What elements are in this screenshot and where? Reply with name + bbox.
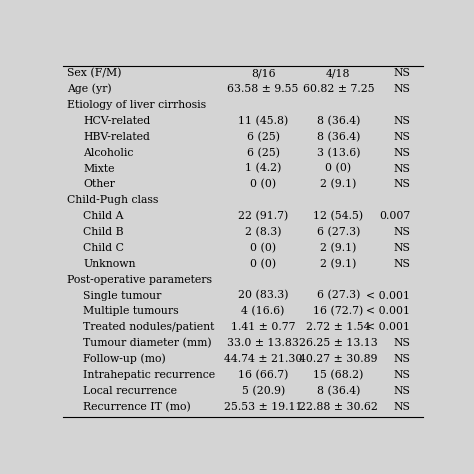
Text: 0.007: 0.007	[379, 211, 410, 221]
Text: Single tumour: Single tumour	[83, 291, 162, 301]
Text: 1.41 ± 0.77: 1.41 ± 0.77	[231, 322, 295, 332]
Text: Etiology of liver cirrhosis: Etiology of liver cirrhosis	[66, 100, 206, 110]
Text: Other: Other	[83, 180, 115, 190]
Text: 4/18: 4/18	[326, 68, 351, 78]
Text: 2 (8.3): 2 (8.3)	[245, 227, 282, 237]
Text: 26.25 ± 13.13: 26.25 ± 13.13	[299, 338, 378, 348]
Text: < 0.001: < 0.001	[366, 307, 410, 317]
Text: NS: NS	[393, 370, 410, 380]
Text: 63.58 ± 9.55: 63.58 ± 9.55	[228, 84, 299, 94]
Text: NS: NS	[393, 116, 410, 126]
Text: NS: NS	[393, 243, 410, 253]
Text: 25.53 ± 19.11: 25.53 ± 19.11	[224, 401, 302, 412]
Text: 6 (25): 6 (25)	[246, 147, 280, 158]
Text: Tumour diameter (mm): Tumour diameter (mm)	[83, 338, 212, 348]
Text: < 0.001: < 0.001	[366, 322, 410, 332]
Text: Follow-up (mo): Follow-up (mo)	[83, 354, 166, 365]
Text: 3 (13.6): 3 (13.6)	[317, 147, 360, 158]
Text: 22 (91.7): 22 (91.7)	[238, 211, 288, 221]
Text: Sex (F/M): Sex (F/M)	[66, 68, 121, 79]
Text: Local recurrence: Local recurrence	[83, 386, 177, 396]
Text: Alcoholic: Alcoholic	[83, 148, 134, 158]
Text: 0 (0): 0 (0)	[250, 259, 276, 269]
Text: HBV-related: HBV-related	[83, 132, 150, 142]
Text: 4 (16.6): 4 (16.6)	[241, 306, 285, 317]
Text: NS: NS	[393, 338, 410, 348]
Text: NS: NS	[393, 259, 410, 269]
Text: 6 (25): 6 (25)	[246, 132, 280, 142]
Text: 8/16: 8/16	[251, 68, 275, 78]
Text: 0 (0): 0 (0)	[250, 179, 276, 190]
Text: 0 (0): 0 (0)	[250, 243, 276, 253]
Text: 40.27 ± 30.89: 40.27 ± 30.89	[299, 354, 378, 364]
Text: NS: NS	[393, 386, 410, 396]
Text: Intrahepatic recurrence: Intrahepatic recurrence	[83, 370, 215, 380]
Text: 12 (54.5): 12 (54.5)	[313, 211, 364, 221]
Text: 22.88 ± 30.62: 22.88 ± 30.62	[299, 401, 378, 412]
Text: Post-operative parameters: Post-operative parameters	[66, 275, 211, 285]
Text: NS: NS	[393, 68, 410, 78]
Text: 2.72 ± 1.54: 2.72 ± 1.54	[306, 322, 371, 332]
Text: Child B: Child B	[83, 227, 124, 237]
Text: 44.74 ± 21.30: 44.74 ± 21.30	[224, 354, 302, 364]
Text: 16 (66.7): 16 (66.7)	[238, 370, 288, 380]
Text: NS: NS	[393, 227, 410, 237]
Text: Multiple tumours: Multiple tumours	[83, 307, 179, 317]
Text: 8 (36.4): 8 (36.4)	[317, 116, 360, 126]
Text: 15 (68.2): 15 (68.2)	[313, 370, 364, 380]
Text: 11 (45.8): 11 (45.8)	[238, 116, 288, 126]
Text: HCV-related: HCV-related	[83, 116, 150, 126]
Text: 20 (83.3): 20 (83.3)	[238, 291, 288, 301]
Text: 60.82 ± 7.25: 60.82 ± 7.25	[302, 84, 374, 94]
Text: Treated nodules/patient: Treated nodules/patient	[83, 322, 215, 332]
Text: NS: NS	[393, 401, 410, 412]
Text: NS: NS	[393, 148, 410, 158]
Text: 2 (9.1): 2 (9.1)	[320, 179, 356, 190]
Text: NS: NS	[393, 354, 410, 364]
Text: Child C: Child C	[83, 243, 124, 253]
Text: 1 (4.2): 1 (4.2)	[245, 164, 281, 173]
Text: 5 (20.9): 5 (20.9)	[242, 386, 285, 396]
Text: 0 (0): 0 (0)	[325, 164, 352, 173]
Text: 16 (72.7): 16 (72.7)	[313, 306, 364, 317]
Text: Child-Pugh class: Child-Pugh class	[66, 195, 158, 205]
Text: 6 (27.3): 6 (27.3)	[317, 227, 360, 237]
Text: 2 (9.1): 2 (9.1)	[320, 243, 356, 253]
Text: Child A: Child A	[83, 211, 124, 221]
Text: 8 (36.4): 8 (36.4)	[317, 386, 360, 396]
Text: Recurrence IT (mo): Recurrence IT (mo)	[83, 401, 191, 412]
Text: < 0.001: < 0.001	[366, 291, 410, 301]
Text: NS: NS	[393, 164, 410, 173]
Text: NS: NS	[393, 84, 410, 94]
Text: Age (yr): Age (yr)	[66, 84, 111, 94]
Text: Unknown: Unknown	[83, 259, 136, 269]
Text: 6 (27.3): 6 (27.3)	[317, 291, 360, 301]
Text: NS: NS	[393, 132, 410, 142]
Text: Mixte: Mixte	[83, 164, 115, 173]
Text: NS: NS	[393, 180, 410, 190]
Text: 33.0 ± 13.83: 33.0 ± 13.83	[227, 338, 299, 348]
Text: 8 (36.4): 8 (36.4)	[317, 132, 360, 142]
Text: 2 (9.1): 2 (9.1)	[320, 259, 356, 269]
